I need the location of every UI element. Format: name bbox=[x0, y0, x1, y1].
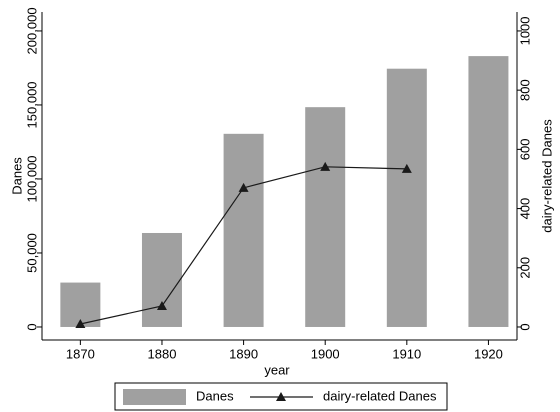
y2-axis-label: dairy-related Danes bbox=[539, 119, 554, 233]
legend-label: Danes bbox=[196, 388, 234, 403]
y-tick-label: 50,000 bbox=[24, 233, 39, 273]
legend-marker bbox=[276, 392, 286, 401]
marker bbox=[75, 319, 86, 329]
x-tick-label: 1890 bbox=[229, 346, 258, 361]
bar bbox=[223, 133, 264, 327]
y-tick-label: 0 bbox=[24, 323, 39, 330]
legend-swatch bbox=[123, 389, 186, 405]
y2-tick-label: 800 bbox=[517, 79, 532, 101]
y2-tick-label: 400 bbox=[517, 198, 532, 220]
y-tick-label: 200,000 bbox=[24, 7, 39, 54]
y-tick-label: 150,000 bbox=[24, 81, 39, 128]
y2-tick-label: 200 bbox=[517, 257, 532, 279]
marker bbox=[156, 300, 167, 310]
bar bbox=[468, 56, 509, 327]
bar bbox=[386, 68, 427, 327]
y2-tick-label: 1000 bbox=[517, 16, 532, 45]
bar bbox=[141, 232, 182, 327]
x-tick-label: 1910 bbox=[392, 346, 421, 361]
y2-tick-label: 600 bbox=[517, 139, 532, 161]
y2-tick-label: 0 bbox=[517, 323, 532, 330]
bar bbox=[305, 107, 346, 327]
marker bbox=[401, 163, 412, 173]
x-tick-label: 1920 bbox=[474, 346, 503, 361]
y-tick-label: 100,000 bbox=[24, 155, 39, 202]
x-tick-label: 1900 bbox=[311, 346, 340, 361]
x-tick-label: 1880 bbox=[148, 346, 177, 361]
y-axis-label: Danes bbox=[9, 157, 24, 195]
x-tick-label: 1870 bbox=[66, 346, 95, 361]
x-axis-label: year bbox=[264, 362, 290, 377]
legend-label: dairy-related Danes bbox=[323, 388, 437, 403]
marker bbox=[320, 161, 331, 171]
marker bbox=[238, 182, 249, 192]
